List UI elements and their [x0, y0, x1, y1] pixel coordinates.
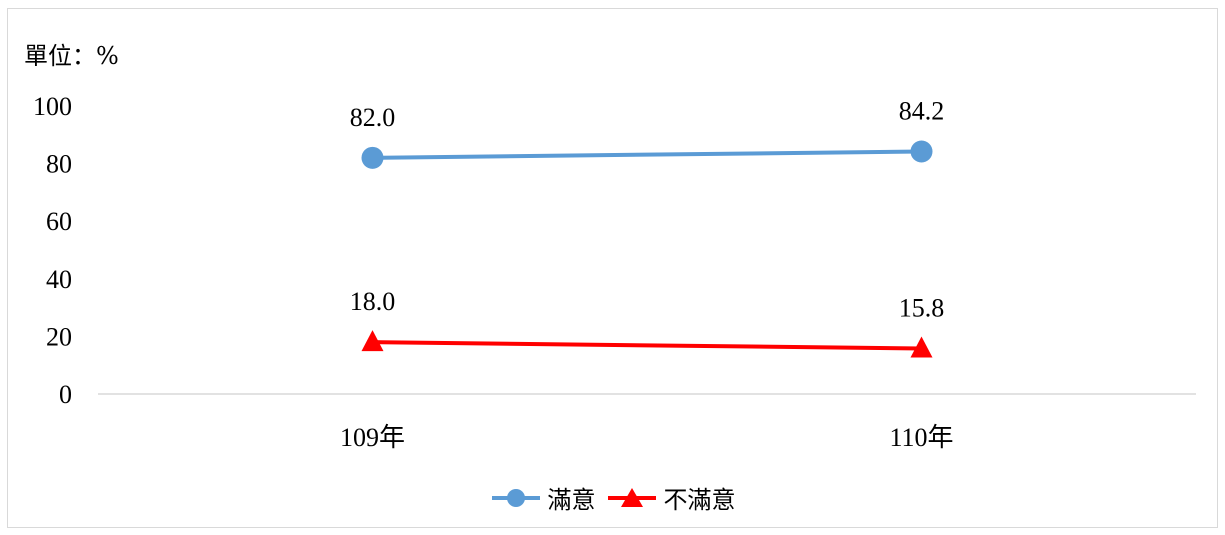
data-point-marker	[910, 336, 933, 358]
data-label: 15.8	[899, 293, 945, 322]
data-point-marker	[361, 330, 384, 352]
x-tick-label: 109年	[340, 423, 405, 452]
data-label: 82.0	[350, 103, 396, 132]
series-1: 82.0 84.2	[350, 97, 945, 169]
chart-frame	[7, 8, 1218, 528]
legend-label: 不滿意	[663, 486, 736, 514]
unit-label: 單位：%	[24, 42, 119, 70]
series-2: 18.0 15.8	[350, 287, 945, 358]
y-tick-label: 100	[33, 92, 72, 121]
y-tick-label: 0	[59, 380, 72, 409]
legend-item: 滿意	[490, 480, 596, 515]
y-tick-label: 20	[46, 322, 72, 351]
data-point-marker	[910, 140, 933, 163]
y-axis-ticks: 0 20 40 60 80 100	[33, 92, 72, 409]
legend-label: 滿意	[547, 486, 596, 514]
legend-item: 不滿意	[606, 480, 736, 515]
y-tick-label: 40	[46, 265, 72, 294]
series-layer: 82.0 84.2 18.0 15.8	[350, 97, 945, 358]
circle-marker-icon	[491, 488, 540, 507]
data-point-marker	[361, 146, 384, 169]
legend: 滿意 不滿意	[0, 480, 1225, 515]
y-tick-label: 80	[46, 150, 72, 179]
series-line	[372, 340, 922, 351]
x-tick-label: 110年	[889, 423, 953, 452]
y-tick-label: 60	[46, 207, 72, 236]
data-label: 18.0	[350, 287, 396, 316]
data-label: 84.2	[899, 97, 945, 126]
series-line	[372, 149, 922, 160]
triangle-marker-icon	[607, 487, 656, 507]
x-axis: 109年 110年	[98, 393, 1196, 452]
